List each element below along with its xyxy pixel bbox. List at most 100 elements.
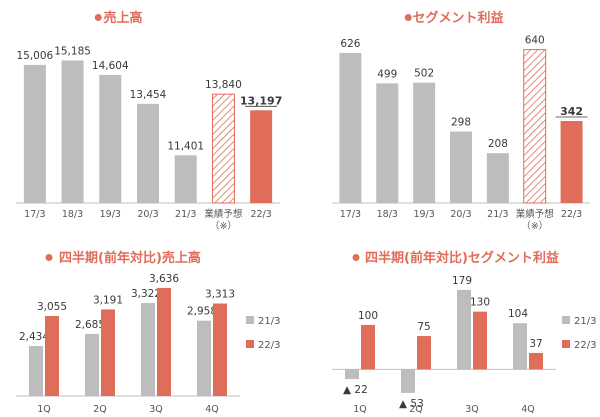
category-label: 22/3 — [561, 209, 582, 220]
data-label: ▲ 22 — [343, 384, 368, 396]
bar — [85, 333, 99, 396]
bar — [99, 75, 122, 203]
bar — [250, 110, 273, 203]
legend-swatch — [246, 340, 254, 348]
bar — [376, 83, 399, 203]
legend-swatch — [246, 316, 254, 324]
data-label: 15,006 — [16, 50, 53, 62]
category-label: 4Q — [205, 404, 219, 415]
legend-label: 21/3 — [258, 316, 280, 327]
data-label: 104 — [508, 308, 528, 320]
category-label: 20/3 — [450, 209, 471, 220]
data-label: 75 — [417, 321, 430, 333]
data-label: 208 — [488, 138, 508, 150]
data-label: 14,604 — [92, 60, 129, 72]
data-label: 15,185 — [54, 45, 91, 57]
bar — [141, 303, 155, 396]
bar — [457, 289, 471, 370]
category-label: 17/3 — [340, 209, 361, 220]
data-label: 13,197 — [240, 94, 282, 107]
category-label: 1Q — [353, 404, 367, 415]
data-label: 37 — [529, 338, 542, 350]
data-label: 640 — [525, 35, 545, 47]
data-label: 130 — [470, 297, 490, 309]
legend-label: 22/3 — [258, 340, 280, 351]
data-label: 13,454 — [130, 89, 167, 101]
data-label: 2,958 — [187, 306, 217, 318]
bar — [523, 49, 547, 204]
bar — [157, 287, 171, 396]
bar — [213, 303, 227, 396]
bar — [61, 60, 84, 204]
data-label: 502 — [414, 68, 434, 80]
category-label: （※） — [521, 220, 548, 232]
bar — [101, 309, 115, 396]
category-label: 19/3 — [413, 209, 434, 220]
category-label: （※） — [210, 220, 237, 232]
bar — [197, 320, 211, 396]
data-label: 100 — [358, 310, 378, 322]
title-bullet-icon — [352, 254, 360, 261]
data-label: 179 — [452, 275, 472, 287]
data-label: 3,636 — [149, 273, 179, 285]
category-label: 業績予想 — [516, 208, 555, 220]
bar — [23, 64, 46, 204]
bar — [450, 131, 472, 203]
data-label: 13,840 — [205, 79, 242, 91]
bar — [401, 369, 415, 393]
bar — [417, 336, 431, 370]
data-label: 3,191 — [93, 294, 123, 306]
category-label: 18/3 — [62, 209, 83, 220]
bar — [29, 346, 43, 396]
category-label: 21/3 — [175, 209, 196, 220]
bar — [339, 52, 362, 203]
category-label: 1Q — [37, 404, 51, 415]
category-label: 2Q — [93, 404, 107, 415]
data-label: 298 — [451, 117, 471, 129]
data-label: 3,055 — [37, 301, 67, 313]
data-label: 3,313 — [205, 289, 235, 301]
bar — [486, 153, 509, 203]
category-label: 2Q — [409, 404, 423, 415]
data-label: 342 — [560, 105, 583, 118]
category-label: 22/3 — [250, 209, 271, 220]
bar — [345, 369, 359, 380]
bar — [529, 352, 543, 370]
legend-label: 21/3 — [574, 316, 596, 327]
chart-title: 四半期(前年対比)セグメント利益 — [365, 250, 559, 266]
data-label: 499 — [377, 68, 397, 80]
category-label: 4Q — [521, 404, 535, 415]
title-bullet-icon — [404, 14, 412, 21]
title-bullet-icon — [94, 14, 102, 21]
bar — [137, 103, 159, 203]
bar — [413, 82, 436, 203]
data-label: 2,434 — [19, 331, 49, 343]
title-bullet-icon — [45, 254, 53, 261]
legend-swatch — [562, 316, 570, 324]
category-label: 21/3 — [487, 209, 508, 220]
data-label: 626 — [340, 38, 360, 50]
category-label: 17/3 — [24, 209, 45, 220]
legend-swatch — [562, 340, 570, 348]
bar — [211, 93, 235, 204]
data-label: 11,401 — [167, 140, 204, 152]
bar — [560, 121, 583, 203]
category-label: 3Q — [465, 404, 479, 415]
category-label: 19/3 — [100, 209, 121, 220]
bar — [513, 323, 527, 370]
chart-title: セグメント利益 — [412, 10, 503, 26]
legend-label: 22/3 — [574, 340, 596, 351]
bar — [361, 324, 375, 370]
category-label: 18/3 — [377, 209, 398, 220]
data-label: ▲ 53 — [399, 398, 424, 410]
category-label: 20/3 — [137, 209, 158, 220]
chart-title: 四半期(前年対比)売上高 — [59, 250, 201, 266]
bar — [45, 316, 59, 396]
bar — [473, 311, 487, 370]
data-label: 2,685 — [75, 319, 105, 331]
category-label: 業績予想 — [204, 208, 243, 220]
bar — [174, 155, 197, 203]
category-label: 3Q — [149, 404, 163, 415]
chart-title: 売上高 — [103, 10, 142, 26]
